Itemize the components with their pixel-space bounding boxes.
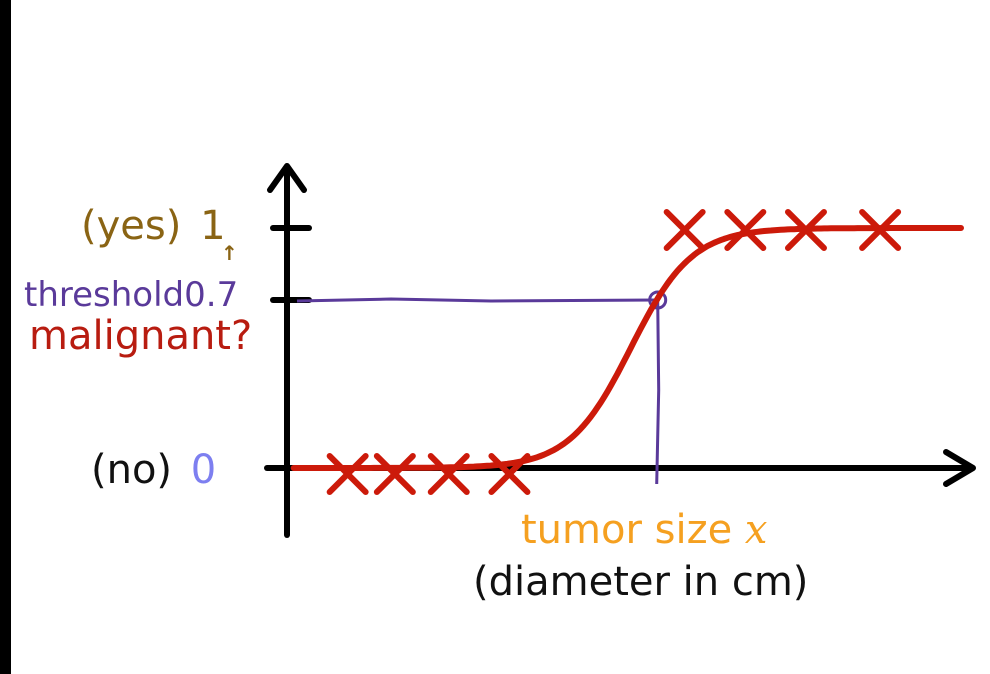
- sigmoid-curve: [290, 225, 964, 471]
- data-point-x-marker-7: [859, 209, 902, 251]
- x-marker-stroke-b-7: [859, 209, 902, 251]
- threshold-vertical-line: [655, 299, 661, 485]
- data-point-x-marker-0: [326, 453, 369, 495]
- x-axis-arrowhead: [943, 449, 976, 487]
- y-axis-arrowhead: [267, 163, 307, 193]
- chart: [264, 163, 976, 538]
- x-marker-stroke-b-4: [663, 209, 706, 251]
- y-tick-label-0-7: 0.7: [184, 275, 239, 315]
- threshold-lines: [296, 290, 668, 485]
- slide: (yes) 1 ↑ threshold0.7 malignant? (no) 0…: [11, 0, 990, 674]
- up-arrow-icon: ↑: [221, 241, 238, 265]
- x-marker-stroke-b-1: [373, 453, 416, 495]
- y-axis-title: malignant?: [29, 313, 253, 359]
- data-point-x-marker-6: [784, 209, 827, 251]
- x-marker-stroke-b-5: [724, 209, 767, 251]
- data-point-x-marker-2: [427, 453, 470, 495]
- threshold-point-marker: [648, 290, 668, 310]
- no-label: (no) 0: [91, 450, 216, 490]
- x-marker-stroke-b-2: [427, 453, 470, 495]
- x-marker-stroke-b-0: [326, 453, 369, 495]
- data-point-x-marker-3: [488, 453, 531, 495]
- x-axis-variable: x: [744, 507, 768, 553]
- threshold-label: threshold0.7: [24, 278, 238, 312]
- axes: [264, 163, 976, 538]
- no-paren: (no): [91, 447, 173, 493]
- yes-label: (yes) 1: [81, 206, 226, 246]
- x-marker-stroke-b-6: [784, 209, 827, 251]
- data-point-x-marker-4: [663, 209, 706, 251]
- threshold-word: threshold: [24, 275, 185, 315]
- data-point-x-marker-1: [373, 453, 416, 495]
- yes-paren: (yes): [81, 203, 182, 249]
- data-point-x-marker-5: [724, 209, 767, 251]
- x-axis-title: tumor size x: [521, 510, 767, 550]
- y-tick-label-0: 0: [190, 447, 217, 493]
- x-axis-subtitle: (diameter in cm): [473, 559, 809, 605]
- data-markers: [326, 209, 902, 495]
- threshold-horizontal-line: [296, 297, 658, 303]
- y-tick-label-1: 1: [200, 203, 226, 249]
- sigmoid-curve-layer: [290, 225, 964, 471]
- x-axis-title-text: tumor size: [521, 507, 733, 553]
- x-marker-stroke-b-3: [488, 453, 531, 495]
